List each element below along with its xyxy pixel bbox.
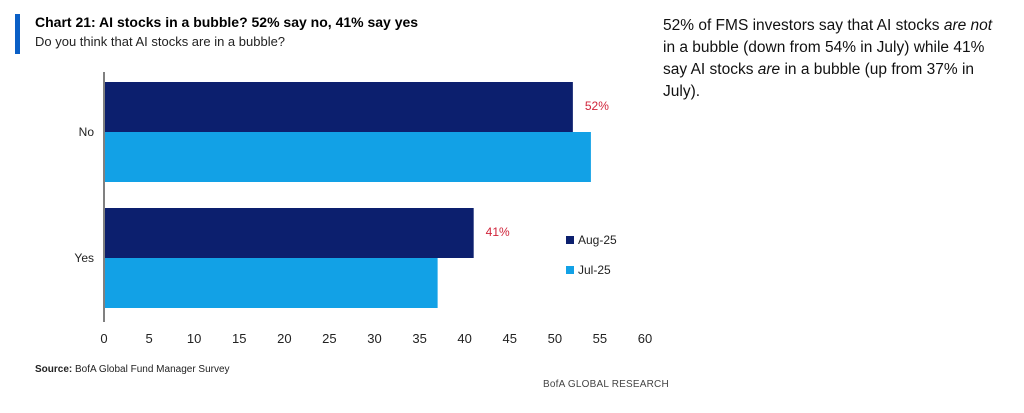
x-tick-label: 55 <box>593 331 607 346</box>
data-label-yes: 41% <box>486 225 510 239</box>
x-tick-label: 30 <box>367 331 381 346</box>
legend-label-aug-25: Aug-25 <box>578 233 617 247</box>
bar-no-jul-25 <box>105 132 591 182</box>
bar-yes-jul-25 <box>105 258 438 308</box>
category-label-yes: Yes <box>74 251 94 265</box>
x-tick-label: 35 <box>412 331 426 346</box>
chart-title: Chart 21: AI stocks in a bubble? 52% say… <box>35 14 419 30</box>
x-tick-label: 60 <box>638 331 652 346</box>
x-tick-label: 45 <box>503 331 517 346</box>
x-tick-label: 5 <box>145 331 152 346</box>
title-accent-bar <box>15 14 20 54</box>
commentary-text: 52% of FMS investors say that AI stocks … <box>663 17 993 100</box>
x-tick-label: 50 <box>548 331 562 346</box>
bar-no-aug-25 <box>105 82 573 132</box>
x-tick-label: 0 <box>100 331 107 346</box>
x-tick-label: 10 <box>187 331 201 346</box>
chart-subtitle: Do you think that AI stocks are in a bub… <box>35 34 286 49</box>
legend-label-jul-25: Jul-25 <box>578 263 611 277</box>
brand-label: BofA GLOBAL RESEARCH <box>543 379 669 390</box>
bar-yes-aug-25 <box>105 208 474 258</box>
x-tick-label: 40 <box>457 331 471 346</box>
legend-swatch-aug-25 <box>566 236 574 244</box>
category-label-no: No <box>79 125 95 139</box>
x-tick-label: 15 <box>232 331 246 346</box>
data-label-no: 52% <box>585 99 609 113</box>
x-tick-label: 25 <box>322 331 336 346</box>
source-note: Source: BofA Global Fund Manager Survey <box>35 364 230 375</box>
x-tick-label: 20 <box>277 331 291 346</box>
legend-swatch-jul-25 <box>566 266 574 274</box>
